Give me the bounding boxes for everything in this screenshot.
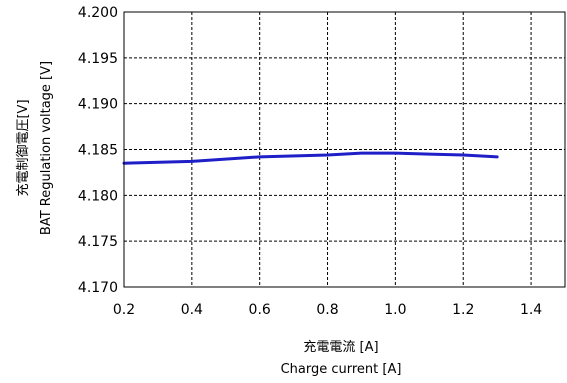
x-axis-label-ja: 充電電流 [A] [303,339,378,355]
y-axis-label-en: BAT Regulation voltage [V] [39,61,54,235]
y-tick-label: 4.185 [78,143,118,159]
x-tick-label: 1.0 [384,302,406,318]
y-tick-label: 4.200 [78,5,118,21]
grid [124,12,565,287]
x-tick-label: 0.4 [181,302,203,318]
y-tick-label: 4.175 [78,234,118,250]
y-tick-labels: 4.170 4.175 4.180 4.185 4.190 4.195 4.200 [78,5,118,296]
x-tick-label: 1.4 [520,302,542,318]
y-tick-label: 4.190 [78,97,118,113]
x-tick-label: 0.2 [113,302,135,318]
plot-frame [123,11,566,288]
x-tick-label: 1.2 [452,302,474,318]
y-axis-label-ja: 充電制御電圧[V] [15,99,31,196]
series-layer [122,151,499,165]
x-axis-label-en: Charge current [A] [281,362,402,377]
x-tick-labels: 0.2 0.4 0.6 0.8 1.0 1.2 1.4 [113,302,542,318]
x-tick-label: 0.8 [316,302,338,318]
x-tick-label: 0.6 [249,302,271,318]
series-line [122,151,499,165]
y-tick-label: 4.195 [78,51,118,67]
y-tick-label: 4.180 [78,188,118,204]
y-tick-label: 4.170 [78,280,118,296]
